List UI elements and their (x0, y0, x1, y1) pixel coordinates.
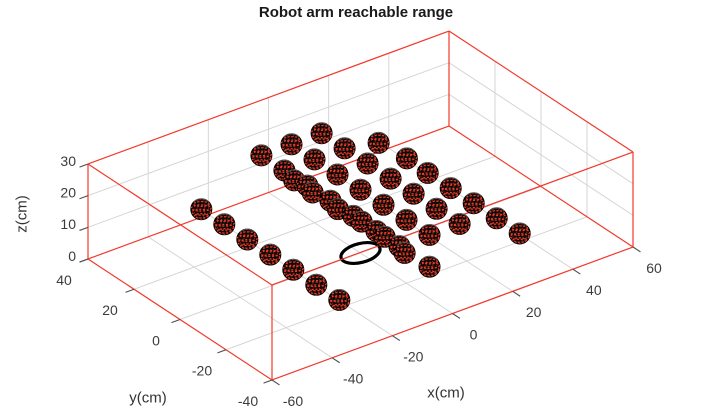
x-tick-label: 20 (526, 304, 542, 320)
x-tick-label: 60 (646, 260, 662, 276)
z-tick-label: 30 (60, 153, 76, 169)
reachable-point-sphere (485, 207, 508, 230)
z-tick-label: 10 (60, 216, 76, 232)
tick-marks (79, 163, 641, 386)
reachable-point-sphere (367, 131, 390, 154)
reachable-point-sphere (448, 212, 471, 236)
reachable-point-sphere (372, 193, 395, 216)
data-points (190, 122, 531, 312)
reachable-point-sphere (280, 133, 303, 156)
reachable-point-sphere (305, 273, 328, 296)
reachable-point-sphere (259, 243, 282, 266)
reachable-point-sphere (349, 178, 372, 201)
x-tick-label: -20 (403, 349, 423, 365)
reachable-point-sphere (356, 152, 379, 175)
reachable-point-sphere (395, 147, 418, 170)
z-axis-label: z(cm) (13, 195, 31, 233)
reachable-point-sphere (418, 223, 441, 247)
reachable-point-sphere (418, 255, 441, 278)
reachable-point-sphere (379, 167, 402, 190)
y-tick-label: -40 (238, 393, 258, 409)
y-axis-label: y(cm) (129, 389, 167, 407)
x-tick-label: 40 (586, 282, 602, 298)
reachable-point-sphere (439, 177, 462, 200)
y-tick-label: 20 (102, 302, 118, 318)
reachable-point-sphere (282, 258, 305, 281)
reachable-point-sphere (462, 192, 485, 215)
reachable-point-sphere (310, 122, 333, 145)
tick-labels: -60 -40 -20 0 20 40 60 -40 -20 0 20 40 0 10 20 30 (56, 153, 662, 409)
y-tick-label: 40 (56, 272, 72, 288)
reachable-point-sphere (395, 208, 418, 231)
reachable-point-sphere (250, 144, 273, 167)
reachable-point-sphere (393, 241, 416, 265)
reachable-point-sphere (328, 288, 351, 312)
reachable-point-sphere (236, 228, 259, 251)
reachable-point-sphere (402, 182, 425, 205)
reachable-point-sphere (303, 148, 326, 171)
reachable-point-sphere (333, 137, 356, 160)
reachable-point-sphere (508, 222, 531, 245)
reachable-point-sphere (326, 163, 349, 186)
reachable-point-sphere (416, 161, 439, 185)
x-tick-label: -40 (343, 371, 363, 387)
z-tick-label: 20 (60, 185, 76, 201)
robot-base-circle (339, 240, 382, 266)
x-axis-label: x(cm) (427, 384, 465, 402)
figure-title: Robot arm reachable range (258, 4, 454, 21)
z-tick-label: 0 (68, 248, 76, 264)
x-tick-label: -60 (283, 393, 303, 409)
y-tick-label: 0 (152, 332, 160, 348)
x-tick-label: 0 (470, 326, 478, 342)
reachable-point-sphere (213, 213, 236, 236)
reachable-point-sphere (425, 197, 448, 220)
y-tick-label: -20 (192, 363, 212, 379)
reachable-point-sphere (190, 198, 213, 221)
